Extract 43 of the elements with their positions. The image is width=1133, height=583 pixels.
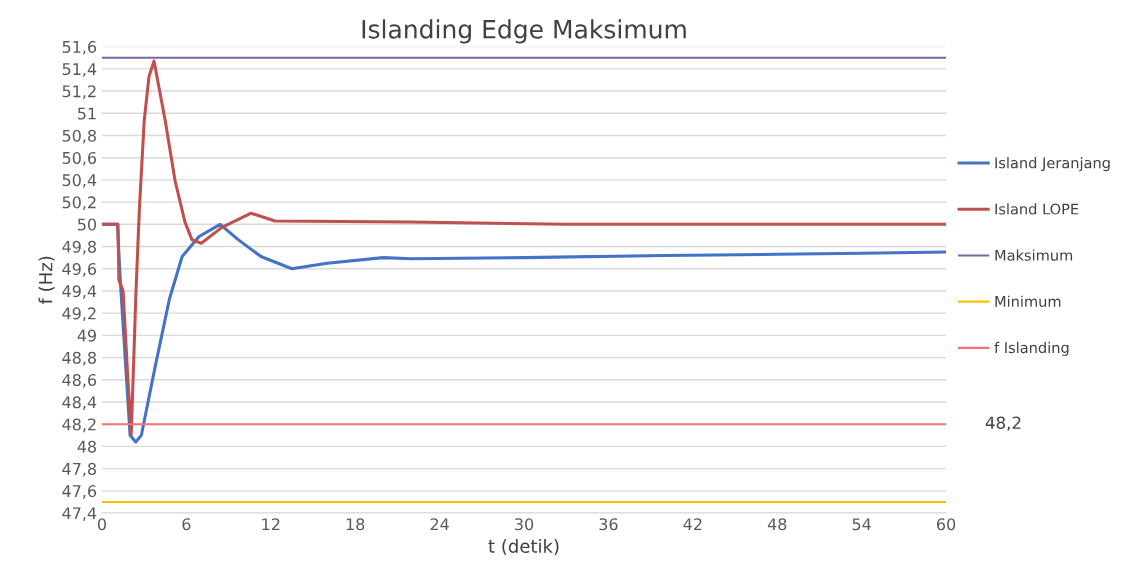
y-tick-label: 49,6 [62, 262, 97, 277]
y-tick-label: 49,8 [62, 240, 97, 255]
y-tick-label: 47,8 [62, 462, 97, 477]
legend-label: Maksimum [995, 249, 1073, 261]
y-tick-label: 48,2 [62, 418, 96, 433]
y-tick-label: 47,4 [62, 507, 97, 521]
legend-label: Island LOPE [995, 203, 1079, 215]
y-tick-label: 48,4 [62, 396, 97, 410]
annotation: 48,2 [985, 416, 1021, 431]
x-tick-label: 6 [182, 518, 191, 531]
x-tick-label: 42 [683, 518, 702, 531]
y-tick-label: 49 [77, 329, 96, 342]
y-tick-label: 51 [78, 107, 96, 120]
line-series [101, 59, 947, 436]
x-axis-title: t (detik) [488, 538, 559, 556]
y-axis-title: f (Hz) [38, 256, 55, 305]
y-tick-label: 49,2 [62, 307, 96, 322]
legend-label: Island Jeranjang [995, 157, 1110, 172]
y-tick-label: 49,4 [62, 285, 97, 299]
x-tick-label: 60 [937, 518, 956, 531]
y-tick-label: 50,8 [62, 129, 97, 144]
y-tick-label: 51,4 [62, 63, 97, 77]
x-tick-label: 24 [430, 518, 449, 531]
x-tick-label: 12 [262, 518, 280, 531]
y-tick-label: 50 [78, 218, 97, 231]
x-tick-label: 30 [515, 518, 534, 531]
x-tick-label: 54 [852, 518, 871, 531]
y-tick-label: 50,4 [62, 174, 97, 188]
y-tick-label: 50,6 [62, 151, 97, 166]
legend-label: Minimum [995, 295, 1061, 307]
x-tick-label: 48 [767, 518, 787, 531]
y-tick-label: 50,2 [62, 196, 96, 211]
y-tick-label: 48,8 [62, 351, 97, 366]
x-tick-label: 36 [599, 518, 618, 531]
y-tick-label: 48,6 [62, 374, 97, 388]
chart-title: Islanding Edge Maksimum [362, 19, 686, 44]
x-tick-label: 18 [346, 518, 365, 531]
x-tick-label: 0 [97, 518, 106, 531]
y-tick-label: 47,6 [62, 485, 97, 499]
y-tick-label: 51,6 [62, 40, 97, 55]
y-tick-label: 48 [77, 440, 97, 453]
y-tick-label: 51,2 [62, 85, 96, 99]
legend-label: f Islanding [994, 341, 1069, 356]
